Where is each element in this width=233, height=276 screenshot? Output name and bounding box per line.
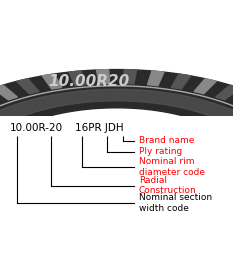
Polygon shape (69, 71, 86, 86)
Text: Radial
Construction: Radial Construction (139, 176, 196, 195)
Polygon shape (0, 85, 17, 100)
Polygon shape (171, 74, 191, 89)
Polygon shape (0, 70, 233, 180)
Polygon shape (123, 70, 137, 84)
Text: Nominal rim
diameter code: Nominal rim diameter code (139, 157, 205, 177)
Polygon shape (194, 79, 216, 94)
Text: Brand name: Brand name (139, 136, 194, 145)
Polygon shape (0, 89, 233, 180)
Text: Ply rating: Ply rating (139, 147, 182, 156)
Text: 10.00R-20: 10.00R-20 (9, 123, 62, 133)
Polygon shape (17, 79, 39, 94)
Polygon shape (42, 74, 62, 89)
Text: 16PR JDH: 16PR JDH (75, 123, 123, 133)
Polygon shape (216, 85, 233, 100)
Polygon shape (147, 71, 164, 86)
Text: 10.00R20: 10.00R20 (48, 74, 129, 89)
Polygon shape (96, 70, 110, 84)
Text: Nominal section
width code: Nominal section width code (139, 193, 212, 213)
